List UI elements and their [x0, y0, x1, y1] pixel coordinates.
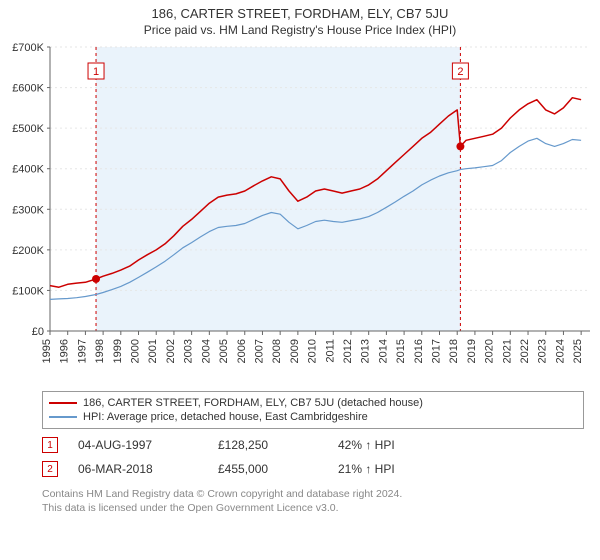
- svg-text:2006: 2006: [236, 339, 248, 363]
- sale-pct-vs-hpi: 42% ↑ HPI: [338, 438, 458, 452]
- svg-text:2002: 2002: [165, 339, 177, 363]
- svg-text:2016: 2016: [413, 339, 425, 363]
- sale-record: 2 06-MAR-2018 £455,000 21% ↑ HPI: [42, 461, 584, 477]
- svg-text:£300K: £300K: [12, 204, 44, 216]
- svg-text:1995: 1995: [41, 339, 53, 363]
- svg-text:2017: 2017: [431, 339, 443, 363]
- svg-text:2018: 2018: [448, 339, 460, 363]
- svg-text:1: 1: [93, 66, 99, 78]
- sale-price: £455,000: [218, 462, 318, 476]
- legend-swatch: [49, 402, 77, 404]
- svg-text:£100K: £100K: [12, 285, 44, 297]
- svg-text:1999: 1999: [112, 339, 124, 363]
- svg-text:2014: 2014: [377, 339, 389, 363]
- svg-text:2012: 2012: [342, 339, 354, 363]
- attribution-line: Contains HM Land Registry data © Crown c…: [42, 487, 584, 501]
- attribution: Contains HM Land Registry data © Crown c…: [42, 487, 584, 515]
- svg-text:2009: 2009: [289, 339, 301, 363]
- svg-text:2024: 2024: [554, 339, 566, 363]
- sale-date: 04-AUG-1997: [78, 438, 198, 452]
- price-chart: £0 £100K £200K £300K £400K £500K £600K £700K 199…: [0, 41, 600, 387]
- svg-text:£0: £0: [32, 326, 44, 338]
- attribution-line: This data is licensed under the Open Gov…: [42, 501, 584, 515]
- sale-date: 06-MAR-2018: [78, 462, 198, 476]
- svg-text:2011: 2011: [324, 339, 336, 363]
- svg-text:1998: 1998: [94, 339, 106, 363]
- svg-text:2015: 2015: [395, 339, 407, 363]
- svg-text:2007: 2007: [253, 339, 265, 363]
- svg-text:2001: 2001: [147, 339, 159, 363]
- legend: 186, CARTER STREET, FORDHAM, ELY, CB7 5J…: [42, 391, 584, 429]
- svg-text:£500K: £500K: [12, 123, 44, 135]
- svg-text:2020: 2020: [484, 339, 496, 363]
- legend-item: HPI: Average price, detached house, East…: [49, 410, 577, 424]
- legend-swatch: [49, 416, 77, 418]
- sale-pct-vs-hpi: 21% ↑ HPI: [338, 462, 458, 476]
- svg-text:£200K: £200K: [12, 245, 44, 257]
- svg-text:2025: 2025: [572, 339, 584, 363]
- svg-text:2022: 2022: [519, 339, 531, 363]
- svg-text:2004: 2004: [200, 339, 212, 363]
- svg-text:2013: 2013: [360, 339, 372, 363]
- svg-text:2003: 2003: [183, 339, 195, 363]
- svg-text:£700K: £700K: [12, 42, 44, 54]
- sale-price: £128,250: [218, 438, 318, 452]
- svg-text:£400K: £400K: [12, 164, 44, 176]
- svg-text:1997: 1997: [76, 339, 88, 363]
- svg-text:£600K: £600K: [12, 83, 44, 95]
- svg-text:2021: 2021: [501, 339, 513, 363]
- sale-record: 1 04-AUG-1997 £128,250 42% ↑ HPI: [42, 437, 584, 453]
- legend-item: 186, CARTER STREET, FORDHAM, ELY, CB7 5J…: [49, 396, 577, 410]
- svg-text:2010: 2010: [307, 339, 319, 363]
- legend-label: HPI: Average price, detached house, East…: [83, 411, 368, 423]
- legend-label: 186, CARTER STREET, FORDHAM, ELY, CB7 5J…: [83, 397, 423, 409]
- page-subtitle: Price paid vs. HM Land Registry's House …: [0, 21, 600, 41]
- svg-text:2: 2: [457, 66, 463, 78]
- sale-marker-2: 2: [42, 461, 58, 477]
- svg-text:2000: 2000: [130, 339, 142, 363]
- svg-text:2019: 2019: [466, 339, 478, 363]
- svg-text:2008: 2008: [271, 339, 283, 363]
- svg-text:2005: 2005: [218, 339, 230, 363]
- sale-marker-1: 1: [42, 437, 58, 453]
- page-title: 186, CARTER STREET, FORDHAM, ELY, CB7 5J…: [0, 0, 600, 21]
- svg-text:1996: 1996: [59, 339, 71, 363]
- svg-text:2023: 2023: [537, 339, 549, 363]
